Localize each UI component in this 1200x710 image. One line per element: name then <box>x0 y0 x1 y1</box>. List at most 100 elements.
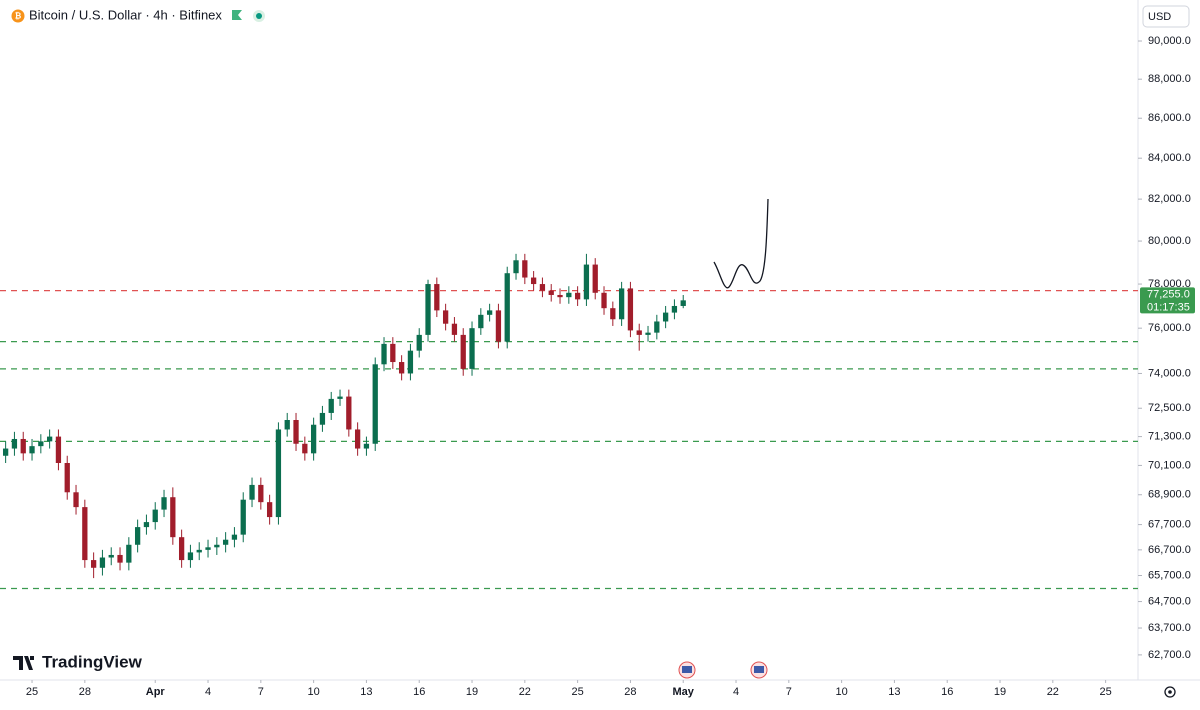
settings-icon[interactable] <box>1164 686 1176 698</box>
candle-body <box>108 554 114 558</box>
x-tick-label: Apr <box>146 686 166 698</box>
candle-body <box>196 549 202 553</box>
x-tick-label: 7 <box>786 686 792 698</box>
candle-body <box>170 497 176 538</box>
candle-body <box>117 554 123 563</box>
candle-body <box>178 537 185 561</box>
candle-body <box>486 310 493 315</box>
y-tick-label: 84,000.0 <box>1148 152 1191 164</box>
y-tick-label: 67,700.0 <box>1148 518 1191 530</box>
candle-body <box>328 398 334 413</box>
x-tick-label: 28 <box>624 686 636 698</box>
candle-body <box>530 277 537 285</box>
y-tick-label: 80,000.0 <box>1148 235 1191 247</box>
currency-button[interactable] <box>1142 5 1190 28</box>
candle-body <box>478 314 484 329</box>
brand-logo <box>13 656 34 670</box>
candle-body <box>442 310 449 324</box>
candle-body <box>11 438 18 449</box>
candle-body <box>346 396 352 430</box>
candle-body <box>398 362 405 374</box>
y-tick-label: 65,700.0 <box>1148 569 1191 581</box>
x-tick-label: 22 <box>519 686 531 698</box>
candle-body <box>99 557 106 568</box>
candle-body <box>2 448 9 456</box>
y-tick-label: 71,300.0 <box>1148 430 1191 442</box>
candle-body <box>557 294 563 298</box>
y-tick-label: 66,700.0 <box>1148 544 1191 556</box>
y-tick-label: 78,000.0 <box>1148 278 1191 290</box>
bitcoin-icon-glyph: ₿ <box>15 12 22 21</box>
candle-body <box>275 429 282 518</box>
candle-body <box>354 429 361 449</box>
candle-body <box>266 502 273 518</box>
candle-body <box>662 312 669 322</box>
candle-body <box>29 446 35 454</box>
candle-body <box>636 330 642 335</box>
candle-body <box>671 305 678 313</box>
candle-body <box>126 544 132 563</box>
candle-body <box>187 552 194 561</box>
candle-body <box>451 323 458 335</box>
flag-icon[interactable] <box>232 10 242 20</box>
y-tick-label: 82,000.0 <box>1148 193 1191 205</box>
status-dot <box>256 13 262 19</box>
candle-body <box>680 300 686 306</box>
candle-body <box>460 334 466 369</box>
hand-drawing <box>713 198 769 289</box>
candle-body <box>214 544 220 548</box>
x-tick-label: 13 <box>888 686 900 698</box>
candle-body <box>381 343 387 365</box>
candle-body <box>425 284 431 335</box>
candle-body <box>513 260 519 274</box>
x-tick-label: 4 <box>205 686 211 698</box>
candle-body <box>372 364 378 444</box>
candle-body <box>434 284 440 311</box>
event-icon[interactable] <box>750 661 768 679</box>
candle-body <box>390 343 396 363</box>
candle-body <box>583 264 590 300</box>
candle-body <box>205 547 211 550</box>
candle-body <box>249 484 255 500</box>
x-tick-label: 13 <box>360 686 372 698</box>
y-tick-label: 64,700.0 <box>1148 595 1191 607</box>
candle-body <box>566 292 572 298</box>
currency-label: USD <box>1148 11 1171 23</box>
candle-body <box>645 332 651 335</box>
x-tick-label: 7 <box>258 686 264 698</box>
candle-body <box>504 273 510 342</box>
y-tick-label: 72,500.0 <box>1148 402 1191 414</box>
x-tick-label: 16 <box>413 686 425 698</box>
candle-body <box>284 420 290 430</box>
candle-body <box>161 497 167 510</box>
y-tick-label: 62,700.0 <box>1148 649 1191 661</box>
candle-body <box>539 284 546 291</box>
candle-body <box>55 436 62 463</box>
y-tick-label: 68,900.0 <box>1148 489 1191 501</box>
candle-body <box>469 328 475 369</box>
x-tick-label: 10 <box>835 686 847 698</box>
candle-body <box>495 310 502 342</box>
x-tick-label: 19 <box>466 686 478 698</box>
y-tick-label: 90,000.0 <box>1148 35 1191 47</box>
candle-body <box>363 443 370 449</box>
candle-body <box>522 260 528 278</box>
countdown-label: 01:17:35 <box>1147 301 1190 313</box>
x-tick-label: 22 <box>1047 686 1059 698</box>
candle-body <box>152 509 158 523</box>
x-tick-label: 25 <box>1099 686 1111 698</box>
x-tick-label: 10 <box>308 686 320 698</box>
candle-body <box>46 436 53 442</box>
candle-body <box>73 492 79 508</box>
candle-body <box>618 288 625 320</box>
candle-body <box>627 288 634 331</box>
x-tick-label: 28 <box>79 686 91 698</box>
event-icon[interactable] <box>678 661 696 679</box>
bitcoin-icon <box>11 9 25 23</box>
candle-body <box>407 350 414 374</box>
candle-body <box>302 443 308 454</box>
candle-body <box>654 321 660 333</box>
candle-body <box>601 292 607 309</box>
candle-body <box>90 560 97 568</box>
